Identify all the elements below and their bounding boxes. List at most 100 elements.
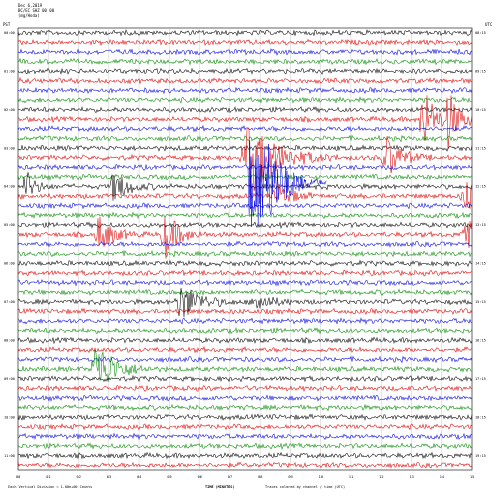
header-units: (mg/Hoda) xyxy=(18,13,40,18)
row-label-right: 15:15 xyxy=(475,300,486,304)
corner-left-label: PST xyxy=(3,22,11,27)
row-label-right: 12:15 xyxy=(475,185,486,189)
row-label-right: 10:15 xyxy=(475,108,486,112)
footer-axis-title: TIME (MINUTES) xyxy=(205,485,235,489)
trace-row xyxy=(17,403,473,412)
row-labels: 00:00 08:15 01:00 09:15 02:00 10:15 03:00 11:15… xyxy=(4,31,486,458)
footer-scale-note: Each Vertical Division = 1.00e+00 Counts xyxy=(8,485,93,489)
trace-row xyxy=(17,423,473,431)
trace-row xyxy=(17,269,473,277)
trace-row xyxy=(17,374,473,383)
minute-tick-label: 12 xyxy=(379,475,383,479)
row-label-left: 11:00 xyxy=(4,454,15,458)
minute-grid xyxy=(17,27,473,471)
row-label-left: 10:00 xyxy=(4,415,15,419)
trace-rows xyxy=(17,29,473,469)
trace-row xyxy=(17,461,473,469)
trace-row xyxy=(17,216,473,259)
trace-row xyxy=(17,38,473,47)
row-label-left: 09:00 xyxy=(4,377,15,381)
minute-tick-label: 09 xyxy=(288,475,292,479)
trace-row xyxy=(17,249,473,258)
row-label-right: 16:15 xyxy=(475,338,486,342)
trace-row xyxy=(17,173,473,181)
minute-tick-label: 10 xyxy=(319,475,323,479)
trace-row xyxy=(17,221,473,229)
trace-row xyxy=(17,336,473,345)
trace-row xyxy=(17,57,473,66)
row-label-left: 00:00 xyxy=(4,31,15,35)
trace-row xyxy=(17,211,473,220)
minute-tick-label: 05 xyxy=(167,475,171,479)
row-label-left: 06:00 xyxy=(4,262,15,266)
trace-row xyxy=(17,394,473,402)
row-label-right: 18:15 xyxy=(475,415,486,419)
row-label-right: 19:15 xyxy=(475,454,486,458)
trace-row xyxy=(17,288,473,296)
row-label-left: 05:00 xyxy=(4,223,15,227)
minute-tick-label: 15 xyxy=(470,475,474,479)
minute-tick-label: 11 xyxy=(349,475,353,479)
trace-row xyxy=(17,240,473,248)
row-label-left: 07:00 xyxy=(4,300,15,304)
trace-row xyxy=(17,48,473,56)
trace-row xyxy=(17,327,473,335)
trace-row xyxy=(17,124,473,133)
trace-row xyxy=(17,96,473,104)
row-label-left: 02:00 xyxy=(4,108,15,112)
footer-color-note: Traces colored by channel / time (UTC) xyxy=(265,485,346,489)
minute-tick-label: 14 xyxy=(440,475,444,479)
minute-tick-label: 00 xyxy=(16,475,20,479)
row-label-left: 03:00 xyxy=(4,146,15,150)
trace-row xyxy=(17,182,473,209)
minute-tick-label: 01 xyxy=(46,475,50,479)
trace-row xyxy=(17,384,473,393)
minute-tick-label: 07 xyxy=(228,475,232,479)
row-label-right: 09:15 xyxy=(475,69,486,73)
minute-tick-label: 08 xyxy=(258,475,262,479)
trace-row xyxy=(17,345,473,354)
trace-row xyxy=(17,442,473,450)
row-label-right: 14:15 xyxy=(475,262,486,266)
large-event-trace xyxy=(247,140,327,227)
trace-row xyxy=(17,287,473,318)
header-date: Dec 6,2019 xyxy=(18,3,43,8)
row-label-left: 04:00 xyxy=(4,185,15,189)
trace-row xyxy=(17,451,473,460)
trace-row xyxy=(17,77,472,85)
trace-row xyxy=(17,259,473,268)
trace-row xyxy=(17,307,473,316)
minute-tick-label: 06 xyxy=(198,475,202,479)
trace-row xyxy=(17,355,473,364)
trace-row xyxy=(17,86,473,95)
trace-row xyxy=(17,349,473,382)
trace-row xyxy=(17,95,473,150)
row-label-left: 08:00 xyxy=(4,338,15,342)
trace-row xyxy=(17,29,473,37)
trace-row xyxy=(17,202,473,210)
minute-tick-label: 03 xyxy=(107,475,111,479)
trace-row xyxy=(17,134,473,143)
plot-frame xyxy=(17,27,473,471)
trace-row xyxy=(17,317,473,325)
minute-tick-label: 04 xyxy=(137,475,141,479)
trace-row xyxy=(18,106,473,114)
minute-axis: 00 01 02 03 04 05 06 07 08 09 10 11 12 13 14 15 xyxy=(16,475,474,479)
row-label-right: 11:15 xyxy=(475,146,486,150)
row-label-right: 08:15 xyxy=(475,31,486,35)
trace-row xyxy=(17,432,473,441)
trace-row xyxy=(17,413,473,421)
trace-row xyxy=(17,171,473,201)
trace-row xyxy=(17,67,473,75)
corner-right-label: UTC xyxy=(485,22,493,27)
minute-tick-label: 13 xyxy=(409,475,413,479)
row-label-left: 01:00 xyxy=(4,69,15,73)
row-label-right: 13:15 xyxy=(475,223,486,227)
trace-row xyxy=(17,279,473,287)
row-label-right: 17:15 xyxy=(475,377,486,381)
trace-row xyxy=(17,163,473,172)
trace-row xyxy=(17,127,473,195)
header-station: BC/EC SHZ 00 00 xyxy=(18,8,55,13)
